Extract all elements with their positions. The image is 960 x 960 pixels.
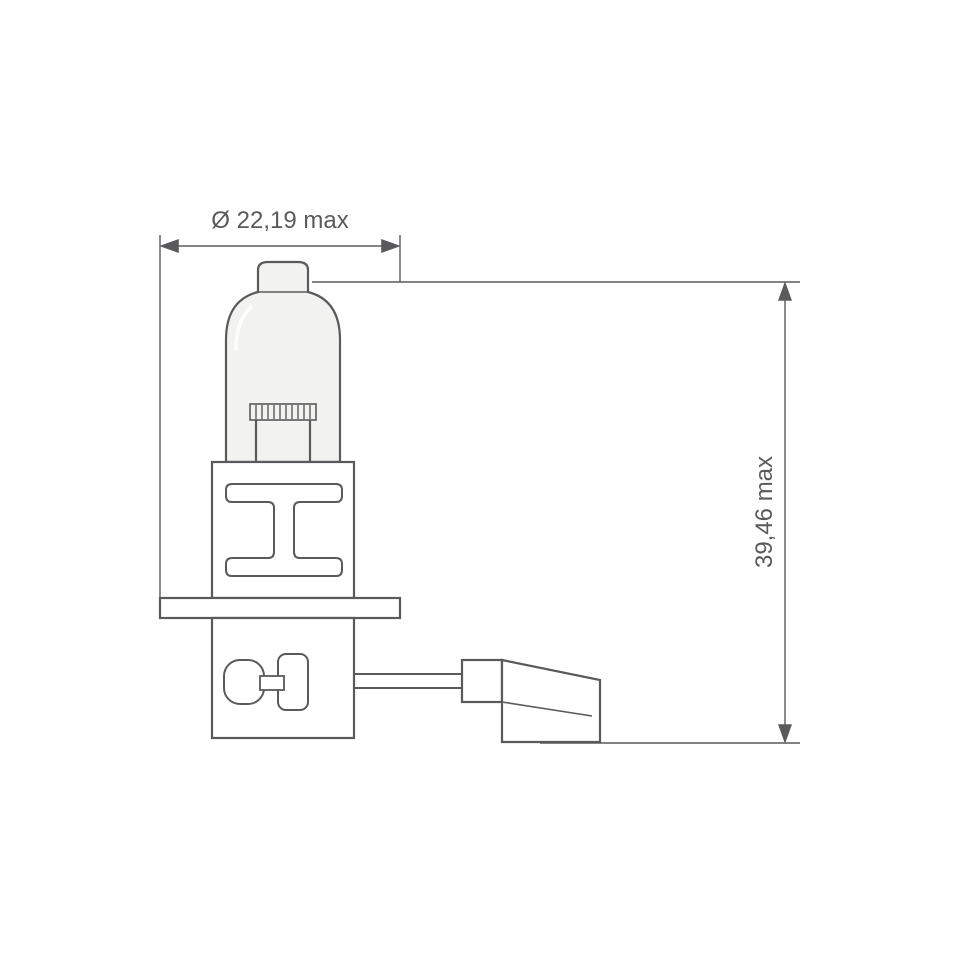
wire-lead xyxy=(354,674,462,688)
bulb-base-upper xyxy=(212,462,354,598)
spade-connector xyxy=(462,660,600,742)
bulb-technical-drawing: Ø 22,19 max 39,46 max xyxy=(0,0,960,960)
bulb-glass xyxy=(226,262,340,462)
width-dimension-label: Ø 22,19 max xyxy=(211,207,348,234)
bulb-base-lower xyxy=(212,618,354,738)
bulb-flange xyxy=(160,598,400,618)
height-dimension-label: 39,46 max xyxy=(751,456,778,568)
